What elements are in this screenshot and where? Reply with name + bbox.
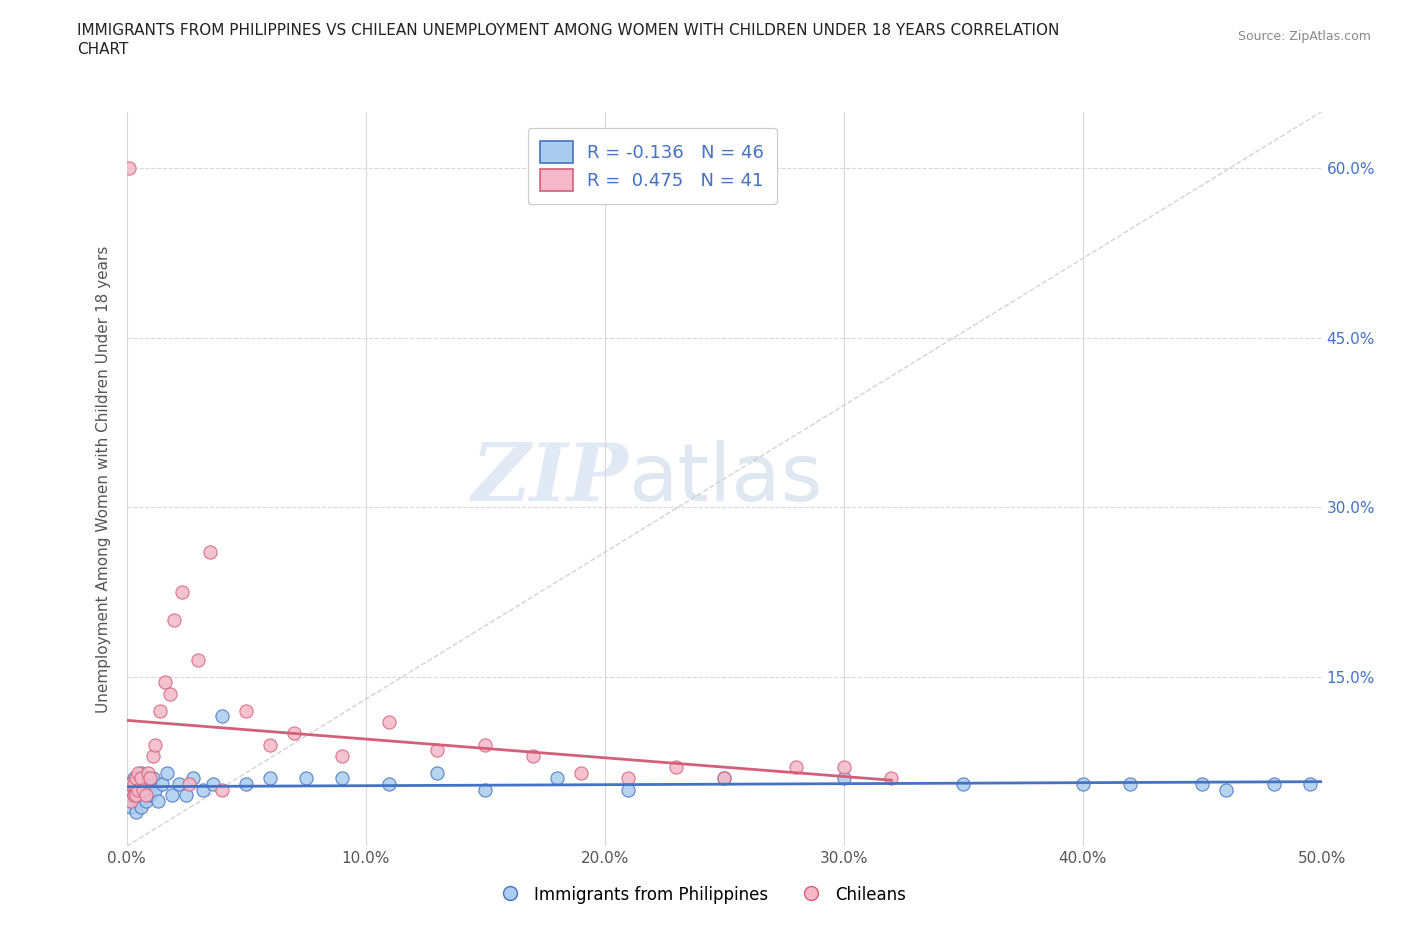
Point (174, 788, 197, 803)
Point (129, 765, 152, 780)
Point (150, 777, 174, 791)
Point (474, 782, 496, 797)
Point (426, 765, 449, 780)
Point (159, 686, 181, 701)
Point (125, 788, 148, 803)
Point (149, 703, 172, 718)
Point (283, 725, 305, 740)
Point (146, 793, 169, 808)
Point (832, 771, 855, 786)
Point (1071, 777, 1094, 791)
Text: Source: ZipAtlas.com: Source: ZipAtlas.com (1237, 30, 1371, 43)
Point (135, 793, 157, 808)
Point (665, 760, 688, 775)
Point (187, 652, 209, 667)
Point (1191, 777, 1213, 791)
Point (522, 749, 544, 764)
Point (125, 771, 148, 786)
Point (713, 771, 735, 786)
Point (201, 777, 224, 791)
Point (127, 782, 149, 797)
Point (617, 782, 640, 797)
Text: atlas: atlas (628, 440, 823, 518)
Point (167, 777, 190, 791)
Point (129, 799, 152, 814)
Point (118, 793, 141, 808)
Point (211, 782, 233, 797)
Text: ZIP: ZIP (471, 440, 628, 518)
Point (952, 777, 974, 791)
Point (294, 771, 316, 786)
Point (136, 777, 159, 791)
Point (617, 771, 640, 786)
Point (546, 771, 568, 786)
Point (880, 771, 903, 786)
Point (139, 788, 162, 803)
Text: IMMIGRANTS FROM PHILIPPINES VS CHILEAN UNEMPLOYMENT AMONG WOMEN WITH CHILDREN UN: IMMIGRANTS FROM PHILIPPINES VS CHILEAN U… (77, 23, 1060, 38)
Point (127, 793, 149, 808)
Point (120, 799, 142, 814)
Point (132, 782, 155, 797)
Point (118, 161, 141, 176)
Point (378, 714, 401, 729)
Point (1119, 777, 1142, 791)
Point (156, 765, 179, 780)
Point (235, 777, 257, 791)
Point (259, 737, 281, 752)
Point (713, 771, 735, 786)
Point (122, 788, 145, 803)
Point (135, 771, 157, 786)
Point (118, 777, 141, 791)
Point (125, 805, 148, 820)
Point (330, 771, 353, 786)
Point (120, 777, 142, 791)
Point (259, 771, 281, 786)
Point (170, 585, 193, 600)
Point (132, 782, 155, 797)
Point (153, 675, 176, 690)
Point (143, 782, 166, 797)
Legend: R = -0.136   N = 46, R =  0.475   N = 41: R = -0.136 N = 46, R = 0.475 N = 41 (527, 128, 778, 204)
Point (235, 703, 257, 718)
Point (832, 760, 855, 775)
Point (200, 545, 222, 560)
Point (122, 777, 145, 791)
Point (1298, 777, 1320, 791)
Point (163, 613, 186, 628)
Point (120, 777, 142, 791)
Point (1263, 777, 1285, 791)
Point (139, 771, 162, 786)
Legend: Immigrants from Philippines, Chileans: Immigrants from Philippines, Chileans (492, 878, 914, 912)
Point (474, 737, 496, 752)
Point (330, 749, 353, 764)
Point (142, 749, 165, 764)
Point (177, 777, 200, 791)
Y-axis label: Unemployment Among Women with Children Under 18 years: Unemployment Among Women with Children U… (96, 246, 111, 712)
Point (135, 788, 157, 803)
Point (211, 709, 233, 724)
Point (127, 765, 149, 780)
Point (378, 777, 401, 791)
Point (125, 782, 148, 797)
Point (426, 743, 449, 758)
Point (143, 737, 166, 752)
Text: CHART: CHART (77, 42, 129, 57)
Point (129, 771, 152, 786)
Point (191, 782, 214, 797)
Point (120, 793, 142, 808)
Point (1215, 782, 1237, 797)
Point (122, 771, 145, 786)
Point (142, 771, 165, 786)
Point (569, 765, 592, 780)
Point (183, 771, 205, 786)
Point (160, 788, 183, 803)
Point (785, 760, 807, 775)
Point (136, 765, 159, 780)
Point (127, 777, 149, 791)
Point (122, 788, 145, 803)
